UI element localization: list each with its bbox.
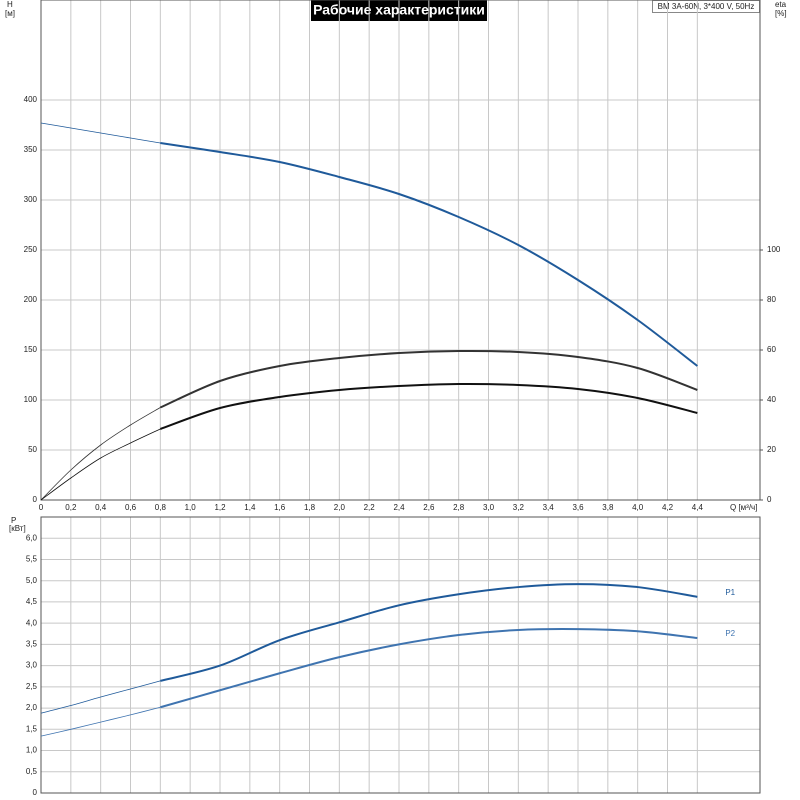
y-tick-label: 4,0 [26, 618, 38, 627]
curve-extension [40, 680, 161, 714]
x-tick-label: 2,2 [364, 503, 376, 512]
y-tick-label: 300 [24, 195, 38, 204]
x-tick-label: 2,0 [334, 503, 346, 512]
y-tick-label: 2,5 [26, 682, 38, 691]
y-tick-label: 1,0 [26, 746, 38, 755]
x-tick-label: 3,6 [572, 503, 584, 512]
y-tick-label: 0 [33, 495, 38, 504]
y-tick-label: 400 [24, 95, 38, 104]
plot-frame [40, 516, 761, 794]
curve-extension [40, 407, 161, 501]
y-tick-label: 5,0 [26, 576, 38, 585]
x-tick-label: 0,2 [65, 503, 77, 512]
x-tick-label: 3,2 [513, 503, 525, 512]
series-label: P2 [725, 629, 735, 638]
curve [160, 142, 698, 367]
subtitle: BM 3A-60N, 3*400 V, 50Hz [658, 2, 755, 11]
x-tick-label: 2,8 [453, 503, 465, 512]
y-unit: [кВт] [9, 524, 26, 533]
y2-label: eta [775, 0, 787, 9]
y2-tick-label: 20 [767, 445, 776, 454]
x-tick-label: 0,8 [155, 503, 167, 512]
y2-unit: [%] [775, 9, 787, 18]
y-tick-label: 3,0 [26, 661, 38, 670]
curve [160, 382, 698, 430]
x-tick-label: 1,8 [304, 503, 316, 512]
y-tick-label: 2,0 [26, 703, 38, 712]
curve-extension [40, 122, 161, 144]
y2-tick-label: 60 [767, 345, 776, 354]
x-tick-label: 0,6 [125, 503, 137, 512]
y-tick-label: 4,5 [26, 597, 38, 606]
x-tick-label: 0 [39, 503, 44, 512]
curve-extension [40, 428, 161, 501]
x-tick-label: 1,2 [214, 503, 226, 512]
x-label: Q [м³/ч] [730, 503, 757, 512]
y-tick-label: 200 [24, 295, 38, 304]
curve [160, 583, 698, 682]
y-label: P [11, 516, 16, 525]
y-tick-label: 1,5 [26, 724, 38, 733]
x-tick-label: 0,4 [95, 503, 107, 512]
x-tick-label: 2,6 [423, 503, 435, 512]
curve-extension [40, 706, 161, 737]
y-label: H [7, 0, 13, 9]
y2-tick-label: 100 [767, 245, 781, 254]
y2-tick-label: 80 [767, 295, 776, 304]
y-tick-label: 250 [24, 245, 38, 254]
x-tick-label: 3,0 [483, 503, 495, 512]
curve [159, 349, 698, 409]
x-tick-label: 1,4 [244, 503, 256, 512]
y-tick-label: 0,5 [26, 767, 38, 776]
y2-tick-label: 0 [767, 495, 772, 504]
y-tick-label: 5,5 [26, 555, 38, 564]
plot-frame [40, 0, 761, 501]
x-tick-label: 4,4 [692, 503, 704, 512]
y-tick-label: 3,5 [26, 639, 38, 648]
y-tick-label: 6,0 [26, 533, 38, 542]
x-tick-label: 3,4 [543, 503, 555, 512]
x-tick-label: 1,6 [274, 503, 286, 512]
y-tick-label: 0 [33, 788, 38, 797]
curve [160, 628, 698, 709]
x-tick-label: 1,0 [185, 503, 197, 512]
y-tick-label: 350 [24, 145, 38, 154]
x-tick-label: 4,0 [632, 503, 644, 512]
y-tick-label: 150 [24, 345, 38, 354]
y-unit: [м] [5, 9, 15, 18]
series-label: P1 [725, 588, 735, 597]
y2-tick-label: 40 [767, 395, 776, 404]
x-tick-label: 4,2 [662, 503, 674, 512]
y-tick-label: 50 [28, 445, 37, 454]
x-tick-label: 3,8 [602, 503, 614, 512]
y-tick-label: 100 [24, 395, 38, 404]
x-tick-label: 2,4 [393, 503, 405, 512]
